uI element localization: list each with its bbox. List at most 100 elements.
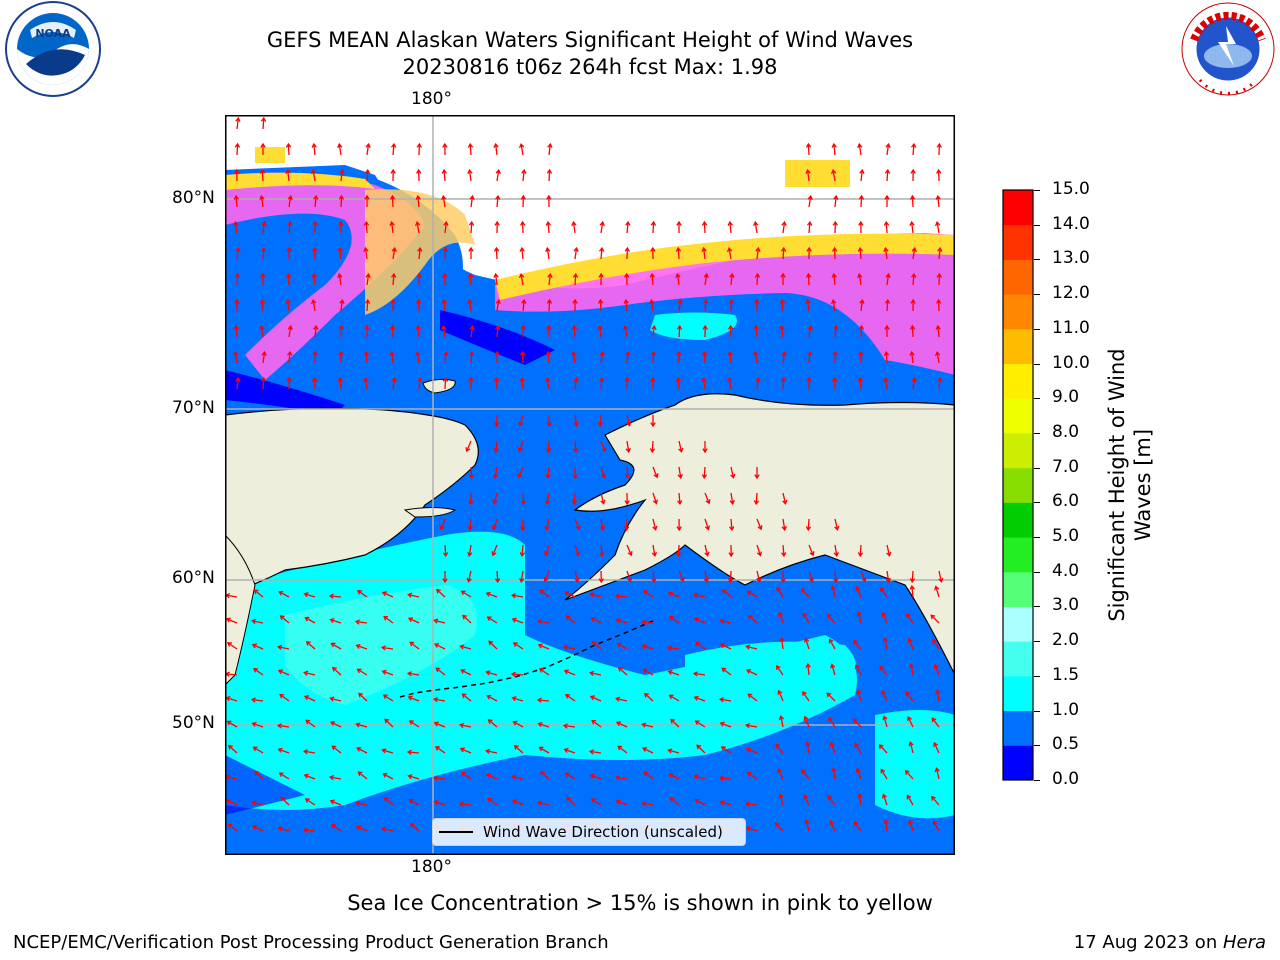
land-alaska xyxy=(564,393,955,676)
wave-arrow xyxy=(600,492,605,504)
wave-arrow xyxy=(808,196,812,208)
wave-arrow xyxy=(775,744,784,754)
wave-arrow xyxy=(253,668,264,676)
wave-arrow xyxy=(356,802,368,806)
wave-arrow xyxy=(855,664,862,676)
wave-arrow-head xyxy=(650,376,656,382)
wave-arrow-head xyxy=(537,721,543,728)
wave-arrow-head xyxy=(615,721,622,727)
wave-arrow-head xyxy=(778,715,785,721)
wave-arrow xyxy=(754,352,758,364)
wave-arrow-head xyxy=(744,801,750,807)
wave-arrow-head xyxy=(932,638,937,644)
wave-arrow-head xyxy=(546,168,553,174)
wave-arrow-head xyxy=(251,643,257,649)
wave-arrow-head xyxy=(235,116,241,122)
wave-arrow-head xyxy=(494,422,500,428)
wave-arrow-head xyxy=(442,578,448,584)
wave-arrow-head xyxy=(617,666,623,672)
colorbar-tick-label: 4.0 xyxy=(1052,560,1080,581)
wave-arrow-head xyxy=(597,324,603,330)
wave-arrow xyxy=(460,669,472,676)
wave-arrow-head xyxy=(601,447,607,453)
wave-arrow-head xyxy=(414,350,421,357)
wave-arrow xyxy=(462,615,472,624)
wave-arrow-head xyxy=(747,693,753,699)
wave-arrow-head xyxy=(510,671,516,677)
wave-arrow xyxy=(416,352,420,364)
wave-arrow-head xyxy=(745,825,751,832)
wave-arrow xyxy=(719,777,732,780)
wave-arrow xyxy=(617,745,628,754)
wave-arrow-head xyxy=(279,693,285,699)
wave-arrow xyxy=(590,774,602,780)
wave-arrow-head xyxy=(886,551,892,557)
wave-arrow xyxy=(494,466,498,478)
wave-arrow-head xyxy=(416,142,422,148)
wave-arrow-head xyxy=(338,324,345,330)
colorbar-tick-label: 1.5 xyxy=(1052,664,1080,685)
wave-arrow xyxy=(366,299,369,312)
wave-arrow xyxy=(548,169,551,182)
wave-arrow-head xyxy=(354,619,360,625)
wave-arrow-head xyxy=(310,168,317,175)
wave-arrow-head xyxy=(727,350,733,356)
wave-arrow-head xyxy=(278,772,284,778)
colorbar-band xyxy=(1003,224,1033,260)
wave-arrow xyxy=(540,771,550,780)
wave-arrow-head xyxy=(302,827,308,833)
wave-arrow-head xyxy=(383,615,389,621)
wave-arrow xyxy=(340,170,343,182)
wave-arrow xyxy=(592,641,602,650)
wave-arrow xyxy=(520,144,524,156)
wave-arrow xyxy=(591,720,602,728)
wave-arrow xyxy=(382,828,394,832)
wave-arrow xyxy=(433,777,446,780)
wave-arrow xyxy=(908,638,914,650)
wave-arrow-head xyxy=(259,298,266,304)
wave-arrow xyxy=(730,518,733,531)
wave-arrow-head xyxy=(694,798,700,804)
wave-arrow xyxy=(704,299,707,312)
wave-arrow xyxy=(781,638,784,650)
wave-arrow xyxy=(807,663,810,676)
wave-arrow-head xyxy=(278,590,284,596)
wave-arrow xyxy=(746,724,758,728)
wave-arrow-head xyxy=(389,220,395,226)
wave-arrow xyxy=(912,143,915,156)
wave-arrow xyxy=(590,617,602,624)
wave-arrow-head xyxy=(519,577,525,584)
wave-arrow xyxy=(756,518,762,530)
wave-arrow xyxy=(461,590,472,598)
wave-arrow xyxy=(547,351,550,364)
wave-arrow xyxy=(756,544,762,556)
wave-arrow xyxy=(729,570,732,583)
wave-arrow-head xyxy=(434,643,440,648)
wave-arrow-head xyxy=(617,745,623,751)
wave-arrow xyxy=(574,544,580,556)
wave-arrow-head xyxy=(391,376,397,383)
wave-arrow-head xyxy=(853,639,858,645)
wave-arrow xyxy=(518,466,524,478)
wave-arrow xyxy=(288,196,292,208)
wave-arrow xyxy=(288,221,291,234)
wave-arrow xyxy=(807,143,810,156)
wave-arrow-head xyxy=(827,795,833,801)
wave-arrow xyxy=(278,591,290,598)
wave-arrow xyxy=(884,248,888,260)
wave-arrow-head xyxy=(854,664,860,670)
wave-arrow-head xyxy=(575,551,581,557)
wave-arrow-head xyxy=(803,794,808,800)
colorbar-band xyxy=(1003,571,1033,607)
wave-arrow xyxy=(780,716,784,728)
wave-arrow xyxy=(521,377,524,390)
wave-arrow xyxy=(625,299,628,312)
wave-arrow xyxy=(828,717,836,728)
wave-arrow xyxy=(886,274,890,286)
wave-arrow-head xyxy=(702,448,708,454)
wave-arrow xyxy=(826,692,836,702)
wave-arrow xyxy=(392,378,396,390)
wave-arrow xyxy=(440,518,446,530)
wave-arrow xyxy=(599,299,602,312)
wave-arrow xyxy=(488,719,498,728)
